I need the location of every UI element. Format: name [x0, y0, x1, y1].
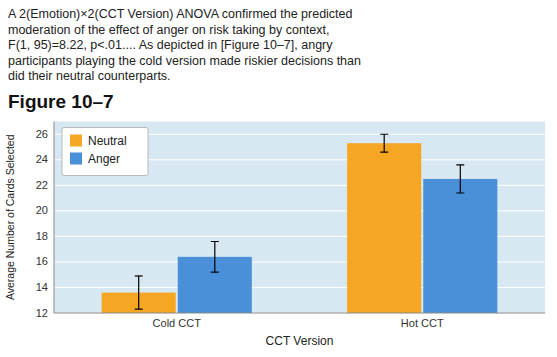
x-tick-label: Cold CCT	[153, 317, 202, 329]
chart: A 2(Emotion)×2(CCT Version) ANOVA confir…	[0, 0, 557, 357]
y-tick-label: 14	[36, 281, 48, 293]
y-axis-label: Average Number of Cards Selected	[4, 134, 16, 300]
x-axis-label: CCT Version	[266, 334, 334, 348]
y-tick-label: 26	[36, 128, 48, 140]
error-bar	[211, 242, 219, 273]
paragraph-line: moderation of the effect of anger on ris…	[8, 23, 329, 37]
bar	[347, 143, 421, 313]
y-tick-label: 16	[36, 255, 48, 267]
y-axis-line	[54, 122, 55, 314]
error-stem	[138, 276, 139, 309]
error-stem	[384, 134, 385, 152]
paragraph-line: did their neutral counterparts.	[8, 69, 171, 83]
legend-swatch	[70, 153, 82, 165]
error-cap	[380, 152, 388, 153]
bars	[102, 134, 498, 313]
legend-label: Anger	[88, 152, 120, 166]
title: Figure 10–7	[8, 91, 114, 112]
y-tick-label: 18	[36, 230, 48, 242]
y-tick-label: 20	[36, 204, 48, 216]
bar	[423, 179, 497, 313]
x-axis-line	[54, 313, 545, 314]
error-bar	[380, 134, 388, 152]
y-tick-label: 12	[36, 307, 48, 319]
error-cap	[456, 192, 464, 193]
error-cap	[211, 272, 219, 273]
legend-swatch	[70, 135, 82, 147]
legend-label: Neutral	[88, 134, 127, 148]
paragraph-line: A 2(Emotion)×2(CCT Version) ANOVA confir…	[8, 7, 353, 21]
y-tick-label: 24	[36, 153, 48, 165]
error-stem	[214, 242, 215, 273]
error-cap	[456, 164, 464, 165]
paragraph-line: participants playing the cold version ma…	[8, 54, 361, 68]
x-tick-label: Hot CCT	[401, 317, 444, 329]
error-cap	[211, 241, 219, 242]
grid-line	[54, 313, 545, 314]
error-bar	[135, 276, 143, 309]
error-stem	[460, 165, 461, 193]
error-bar	[456, 165, 464, 193]
error-cap	[135, 309, 143, 310]
error-cap	[135, 275, 143, 276]
error-cap	[380, 134, 388, 135]
paragraph-line: F(1, 95)=8.22, p<.01.... As depicted in …	[8, 38, 333, 52]
legend-frame	[62, 128, 148, 176]
y-tick-label: 22	[36, 179, 48, 191]
legend: Neutral Anger	[62, 128, 148, 176]
